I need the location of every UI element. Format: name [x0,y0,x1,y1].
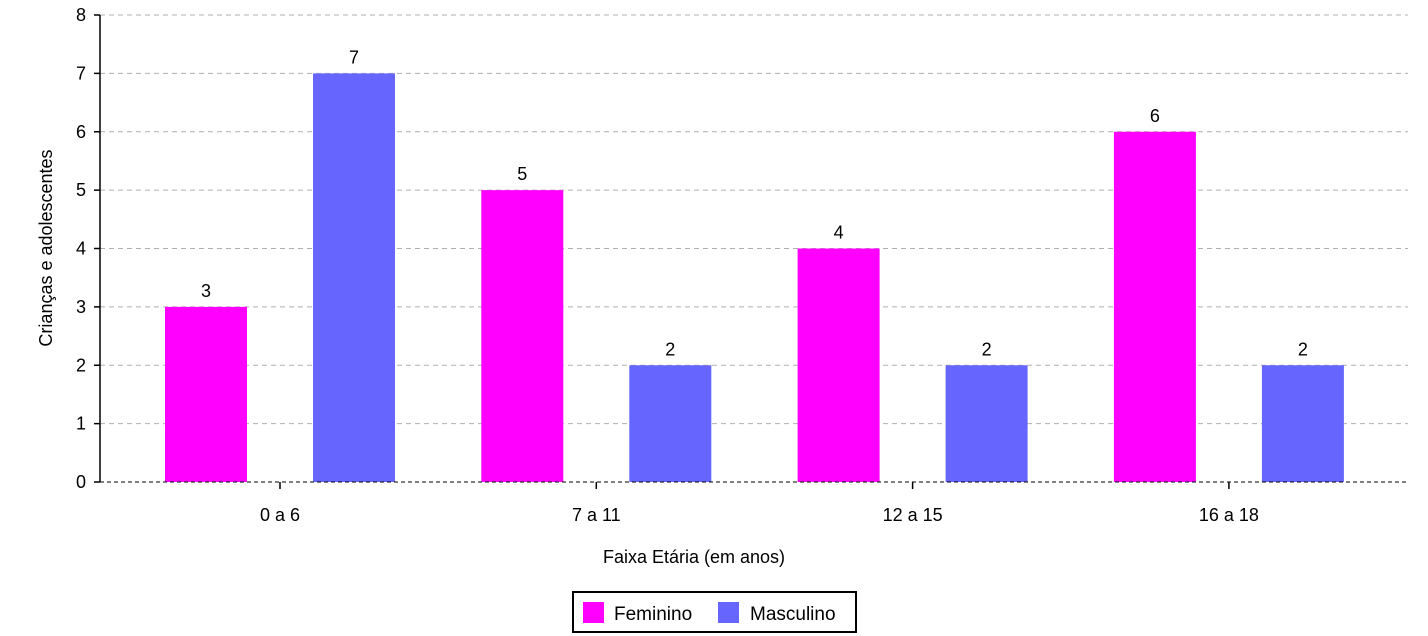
y-tick-label: 1 [76,414,86,434]
legend-swatch-masculino [718,602,739,623]
y-ticks: 0 1 2 3 4 5 6 7 8 [76,5,100,492]
legend-label-feminino: Feminino [614,604,692,625]
bar-feminino-3 [1113,131,1196,482]
y-tick-label: 6 [76,122,86,142]
data-label: 7 [349,47,359,67]
x-ticks: 0 a 6 7 a 11 12 a 15 16 a 18 [260,482,1259,525]
y-tick-label: 4 [76,239,86,259]
x-axis-title: Faixa Etária (em anos) [603,547,785,567]
bar-masculino-2 [945,365,1028,482]
bars [165,73,1344,482]
x-tick-label: 16 a 18 [1199,505,1259,525]
data-label: 2 [665,339,675,359]
bar-masculino-1 [629,365,712,482]
bar-masculino-3 [1261,365,1344,482]
y-tick-label: 7 [76,63,86,83]
y-tick-label: 0 [76,472,86,492]
data-label: 5 [517,164,527,184]
x-tick-label: 12 a 15 [883,505,943,525]
y-tick-label: 5 [76,180,86,200]
y-tick-label: 2 [76,355,86,375]
data-label: 6 [1150,106,1160,126]
y-tick-label: 3 [76,297,86,317]
data-label: 2 [1298,339,1308,359]
grid-lines [100,14,1408,425]
value-labels: 3 7 5 2 4 2 6 2 [201,47,1308,359]
bar-feminino-2 [797,248,880,482]
data-label: 4 [834,223,844,243]
x-tick-label: 0 a 6 [260,505,300,525]
x-tick-label: 7 a 11 [572,505,621,525]
bar-masculino-0 [313,73,395,482]
bar-feminino-1 [481,190,564,482]
bar-feminino-0 [165,306,247,482]
data-label: 3 [201,281,211,301]
legend-swatch-feminino [583,602,604,623]
legend-label-masculino: Masculino [750,604,836,625]
y-tick-label: 8 [76,5,86,25]
legend: Feminino Masculino [572,591,857,633]
data-label: 2 [982,339,992,359]
legend-box [572,591,857,633]
y-axis-title: Crianças e adolescentes [36,149,56,346]
